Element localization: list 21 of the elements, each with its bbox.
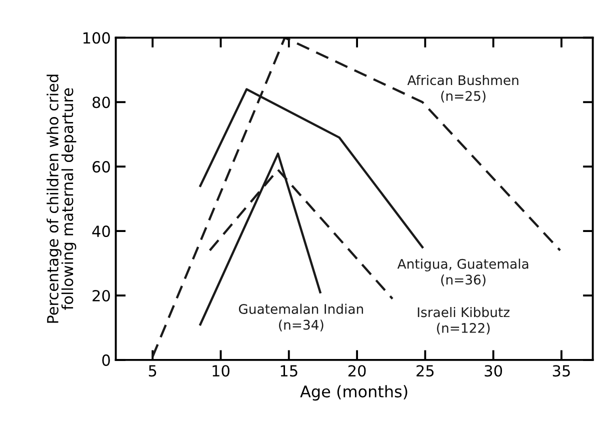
x-tick-label: 35 bbox=[552, 365, 570, 377]
x-axis-title: Age (months) bbox=[300, 385, 408, 401]
y-tick-label: 0 bbox=[102, 354, 110, 366]
x-tick-label: 15 bbox=[280, 365, 298, 377]
line-series bbox=[199, 88, 424, 248]
y-tick-label: 80 bbox=[92, 96, 110, 108]
y-tick-label: 100 bbox=[83, 32, 110, 44]
y-axis-title: Percentage of children who cried following maternal departure bbox=[46, 74, 76, 323]
series-label: African Bushmen (n=25) bbox=[407, 74, 518, 102]
text: Antigua, Guatemala (n=36) bbox=[397, 258, 528, 286]
x-tick-label: 30 bbox=[484, 365, 502, 377]
x-tick-label: 20 bbox=[348, 365, 366, 377]
text: Guatemalan Indian (n=34) bbox=[238, 304, 364, 332]
x-tick-label: 10 bbox=[212, 365, 230, 377]
line-series bbox=[151, 38, 562, 358]
y-tick-label: 40 bbox=[92, 226, 110, 238]
y-tick-label: 60 bbox=[92, 161, 110, 173]
text: Israeli Kibbutz (n=122) bbox=[418, 307, 510, 335]
x-tick-label: 25 bbox=[416, 365, 434, 377]
x-tick-label: 5 bbox=[148, 365, 156, 377]
y-tick-label: 20 bbox=[92, 290, 110, 302]
